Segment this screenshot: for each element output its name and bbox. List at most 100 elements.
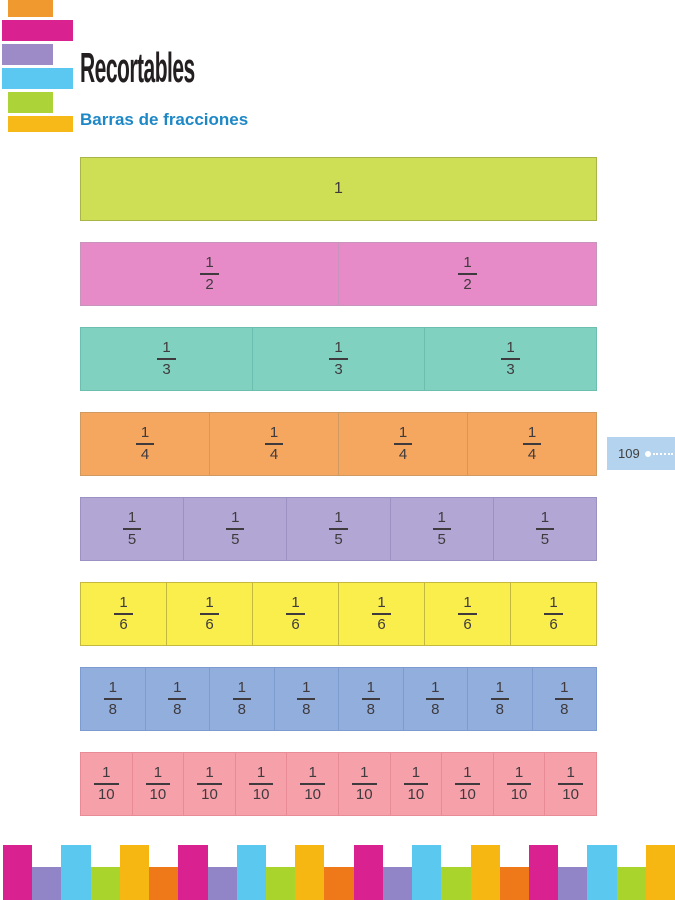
frieze-block-icon (207, 867, 237, 900)
fraction-line (297, 698, 316, 700)
logo-block-magenta-icon (2, 20, 73, 41)
fraction-denominator: 10 (407, 785, 425, 803)
fraction-numerator: 1 (437, 508, 446, 526)
fraction-line (200, 273, 219, 275)
fraction-line (103, 698, 122, 700)
fraction-denominator: 5 (334, 530, 343, 548)
fraction-line (458, 273, 477, 275)
fraction-denominator: 8 (495, 700, 504, 718)
fraction-line (300, 783, 326, 785)
fraction-label: 1 10 (145, 763, 171, 804)
fraction-label: 1 10 (455, 764, 480, 804)
fraction-bar-whole: 1 (80, 157, 597, 221)
fraction-line (197, 783, 222, 785)
fraction-numerator: 1 (153, 763, 163, 781)
fraction-denominator: 4 (269, 445, 279, 463)
fraction-numerator: 1 (256, 763, 266, 781)
fraction-denominator: 8 (108, 700, 117, 718)
fraction-denominator: 10 (355, 785, 373, 803)
fraction-denominator: 10 (459, 785, 476, 803)
fraction-numerator: 1 (302, 678, 311, 696)
fraction-label: 1 10 (403, 763, 429, 804)
frieze-block-icon (3, 845, 33, 900)
fraction-denominator: 5 (437, 530, 446, 548)
fraction-numerator: 1 (411, 763, 421, 781)
fraction-line (248, 783, 274, 785)
fraction-denominator: 8 (431, 700, 440, 718)
dotted-line (652, 452, 673, 455)
fraction-numerator: 1 (398, 423, 408, 441)
fraction-bar-1-10: 1 10 1 10 1 10 1 10 1 10 1 10 1 10 1 10 1 10 1 10 (80, 752, 597, 816)
fraction-numerator: 1 (506, 338, 515, 356)
fraction-denominator: 3 (506, 360, 515, 378)
frieze-block-icon (382, 867, 413, 900)
fraction-numerator: 1 (540, 508, 550, 526)
fraction-label: 1 10 (248, 763, 274, 804)
fraction-numerator: 1 (360, 763, 369, 781)
frieze-block-icon (441, 867, 471, 900)
frieze-block-icon (353, 845, 383, 900)
footer-frieze (3, 845, 675, 900)
fraction-denominator: 2 (463, 275, 472, 293)
fraction-cell: 1 10 (389, 753, 442, 815)
logo-block-green-icon (8, 92, 53, 113)
fraction-numerator: 1 (291, 593, 300, 611)
fraction-line (432, 528, 451, 530)
fraction-numerator: 1 (566, 763, 575, 781)
fraction-line (544, 613, 563, 615)
frieze-block-icon (178, 845, 208, 900)
fraction-numerator: 1 (308, 763, 317, 781)
frieze-block-icon (324, 867, 354, 900)
fraction-numerator: 1 (334, 508, 343, 526)
fraction-numerator: 1 (231, 508, 240, 526)
fraction-line (501, 358, 520, 360)
frieze-block-icon (412, 845, 442, 900)
fraction-label: 1 10 (93, 764, 119, 804)
fraction-label: 1 10 (351, 763, 377, 804)
fraction-label: 1 10 (300, 763, 326, 804)
fraction-line (329, 528, 348, 530)
fraction-line (329, 358, 348, 360)
fraction-denominator: 8 (302, 700, 311, 718)
fraction-denominator: 4 (527, 445, 537, 463)
frieze-block-icon (295, 845, 325, 900)
fraction-numerator: 1 (237, 678, 246, 696)
fraction-numerator: 1 (140, 423, 150, 441)
fraction-numerator: 1 (334, 338, 343, 356)
fraction-numerator: 1 (560, 678, 569, 696)
fraction-line (157, 358, 176, 360)
fraction-label: 1 10 (506, 764, 532, 804)
fraction-numerator: 1 (205, 763, 214, 781)
logo-block-orange-icon (8, 0, 53, 17)
